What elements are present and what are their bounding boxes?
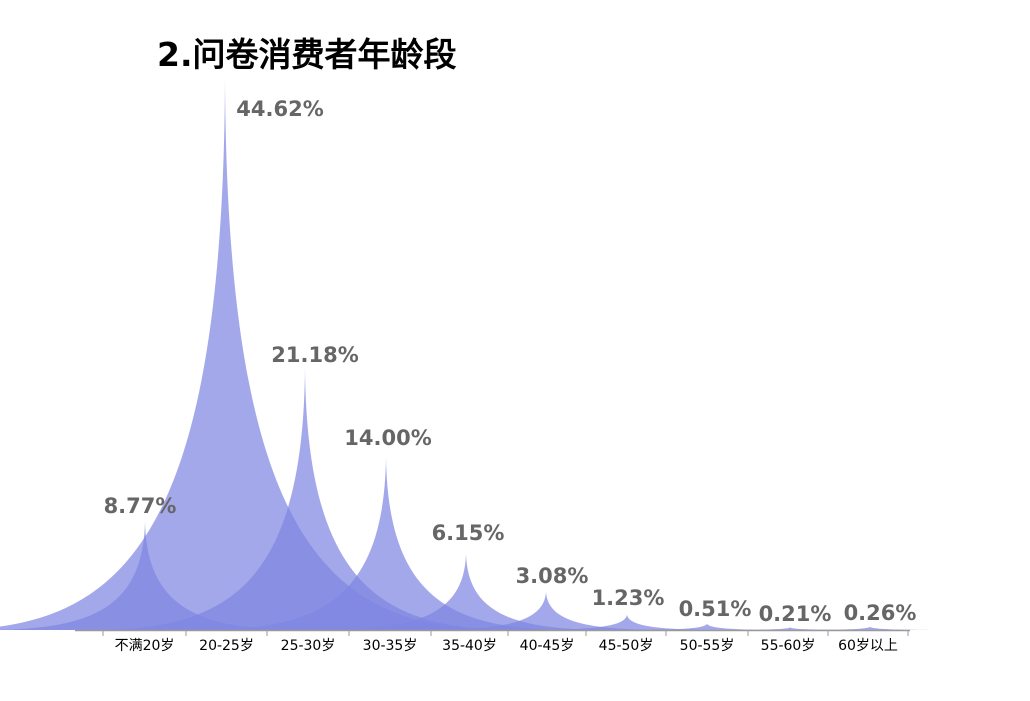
peak-9 <box>705 627 875 630</box>
value-label-6: 3.08% <box>516 564 589 588</box>
peak-5 <box>318 553 614 630</box>
peaks-layer <box>0 78 957 630</box>
tick-label-1: 不满20岁 <box>115 638 175 654</box>
peak-6 <box>420 591 672 630</box>
value-label-8: 0.51% <box>679 597 752 621</box>
value-label-2: 44.62% <box>236 97 323 121</box>
x-axis-ticks: 不满20岁 20-25岁 25-30岁 30-35岁 35-40岁 40-45岁 45-50… <box>102 630 909 654</box>
value-label-1: 8.77% <box>104 494 177 518</box>
tick-label-2: 20-25岁 <box>199 638 254 654</box>
tick-label-10: 60岁以上 <box>838 638 898 654</box>
value-label-9: 0.21% <box>759 602 832 626</box>
peak-2 <box>0 78 505 630</box>
chart-title: 2.问卷消费者年龄段 <box>157 35 457 74</box>
value-label-5: 6.15% <box>432 521 505 545</box>
peak-7 <box>522 614 732 630</box>
peak-10 <box>783 626 957 630</box>
value-label-3: 21.18% <box>271 343 358 367</box>
tick-label-8: 50-55岁 <box>680 638 735 654</box>
tick-label-3: 25-30岁 <box>281 638 336 654</box>
peak-4 <box>198 456 574 630</box>
tick-label-6: 40-45岁 <box>520 638 575 654</box>
tick-label-7: 45-50岁 <box>599 638 654 654</box>
tick-label-5: 35-40岁 <box>442 638 497 654</box>
value-label-10: 0.26% <box>844 601 917 625</box>
tick-label-4: 30-35岁 <box>363 638 418 654</box>
tick-label-9: 55-60岁 <box>761 638 816 654</box>
value-label-7: 1.23% <box>592 586 665 610</box>
value-label-4: 14.00% <box>344 426 431 450</box>
peak-3 <box>90 367 520 630</box>
value-labels-layer: 8.77% 44.62% 21.18% 14.00% 6.15% 3.08%1.23% 0.… <box>104 97 917 626</box>
peak-8 <box>614 623 800 630</box>
